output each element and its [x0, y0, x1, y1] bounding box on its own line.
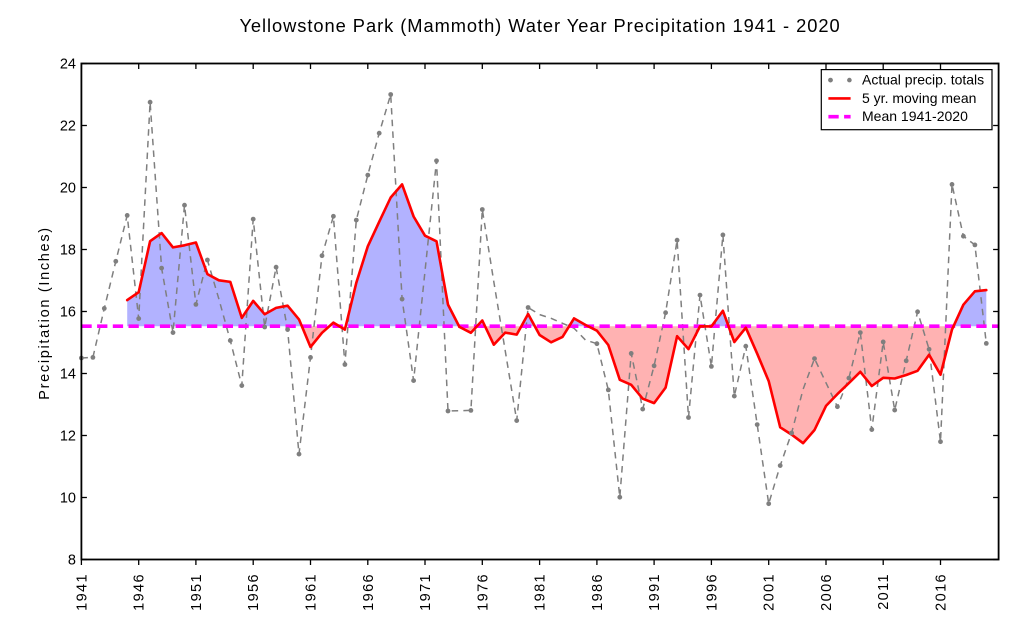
- svg-text:24: 24: [60, 57, 76, 73]
- svg-text:2001: 2001: [762, 573, 778, 611]
- svg-text:20: 20: [60, 181, 76, 197]
- svg-text:5 yr. moving mean: 5 yr. moving mean: [862, 90, 976, 106]
- svg-text:18: 18: [60, 243, 76, 259]
- svg-text:1956: 1956: [246, 573, 262, 611]
- svg-text:1951: 1951: [189, 573, 205, 611]
- svg-text:16: 16: [60, 305, 76, 321]
- svg-text:1986: 1986: [590, 573, 606, 611]
- svg-text:1966: 1966: [361, 573, 377, 611]
- svg-text:8: 8: [68, 553, 76, 569]
- svg-text:Mean 1941-2020: Mean 1941-2020: [862, 108, 968, 124]
- svg-text:1961: 1961: [304, 573, 320, 611]
- svg-text:2006: 2006: [819, 573, 835, 611]
- svg-text:10: 10: [60, 491, 76, 507]
- svg-text:1971: 1971: [418, 573, 434, 611]
- svg-text:1946: 1946: [132, 573, 148, 611]
- svg-text:2016: 2016: [934, 573, 950, 611]
- svg-text:Yellowstone Park (Mammoth) Wat: Yellowstone Park (Mammoth) Water Year Pr…: [239, 15, 840, 36]
- svg-text:1996: 1996: [704, 573, 720, 611]
- svg-text:2011: 2011: [876, 573, 892, 610]
- svg-text:1991: 1991: [647, 573, 663, 611]
- svg-text:1981: 1981: [533, 573, 549, 611]
- svg-text:1976: 1976: [475, 573, 491, 611]
- svg-text:22: 22: [60, 119, 76, 135]
- svg-text:12: 12: [60, 429, 76, 445]
- svg-text:Precipitation (Inches): Precipitation (Inches): [37, 226, 53, 400]
- svg-text:Actual precip. totals: Actual precip. totals: [862, 72, 984, 88]
- svg-text:14: 14: [60, 367, 76, 383]
- svg-text:1941: 1941: [74, 573, 90, 611]
